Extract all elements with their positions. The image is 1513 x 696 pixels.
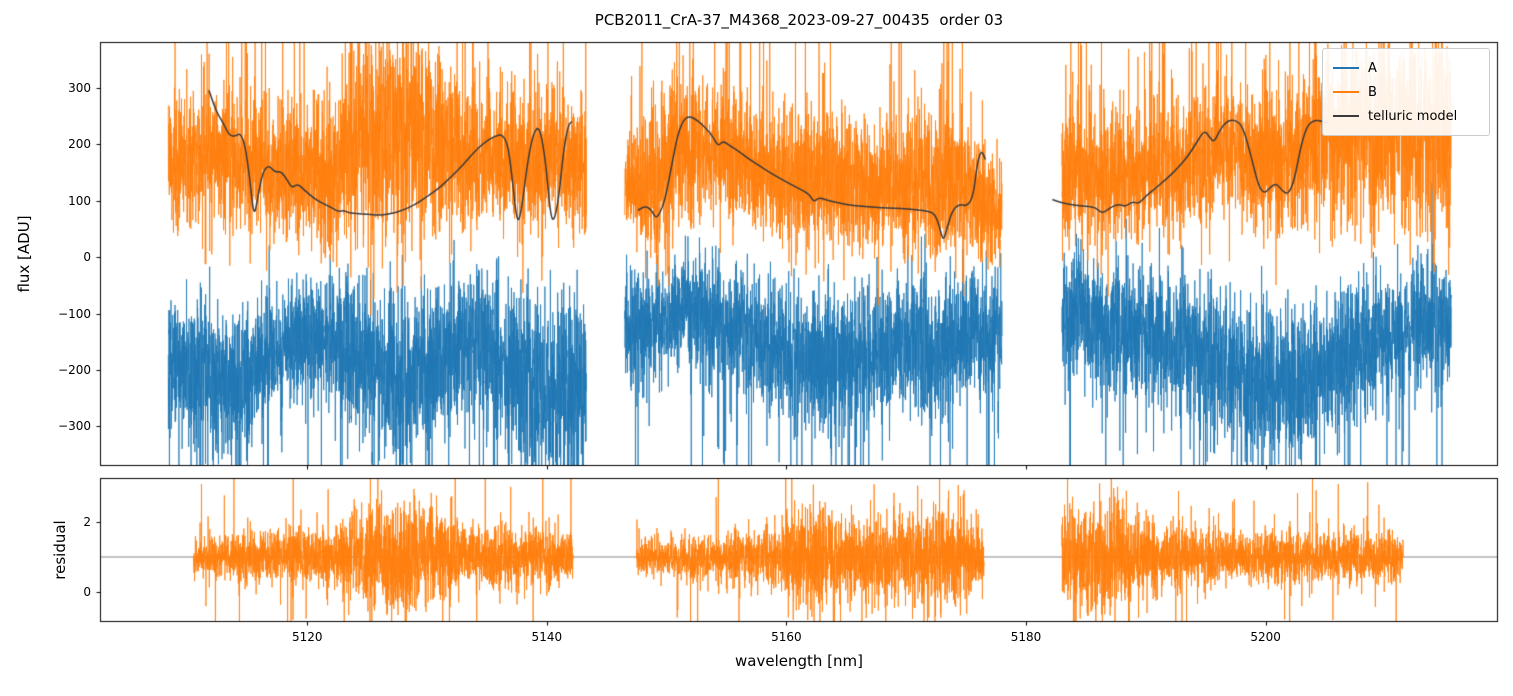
y-tick-label: 300 — [68, 80, 91, 95]
y-tick-label: 2 — [83, 515, 91, 530]
y-axis-label-flux: flux [ADU] — [15, 215, 33, 293]
y-tick-label: 0 — [83, 250, 91, 265]
y-tick-label: −200 — [58, 363, 91, 378]
y-tick-label: 100 — [68, 193, 91, 208]
x-tick-label: 5140 — [531, 630, 563, 644]
x-tick-label: 5180 — [1010, 630, 1042, 644]
x-tick-label: 5200 — [1250, 630, 1281, 644]
legend-line-sample-telluric — [1333, 115, 1359, 117]
y-tick-label: 200 — [68, 137, 91, 152]
legend-line-sample-b — [1333, 91, 1359, 93]
x-tick-label: 5160 — [771, 630, 802, 644]
x-tick-label: 5120 — [291, 630, 323, 644]
legend-line-sample-a — [1333, 67, 1359, 69]
y-tick-label: 0 — [83, 584, 91, 599]
x-axis-label: wavelength [nm] — [735, 652, 863, 670]
legend-label-a: A — [1368, 60, 1377, 76]
legend-label-b: B — [1368, 84, 1377, 100]
legend-label-telluric: telluric model — [1368, 108, 1458, 124]
legend: A B telluric model — [1322, 48, 1490, 136]
y-axis-label-residual: residual — [51, 520, 69, 580]
legend-entry-a: A — [1333, 56, 1479, 80]
legend-entry-telluric-model: telluric model — [1333, 104, 1479, 128]
figure-title: PCB2011_CrA-37_M4368_2023-09-27_00435 or… — [594, 11, 1004, 29]
y-tick-label: −300 — [58, 419, 91, 434]
legend-entry-b: B — [1333, 80, 1479, 104]
y-tick-label: −100 — [58, 306, 91, 321]
